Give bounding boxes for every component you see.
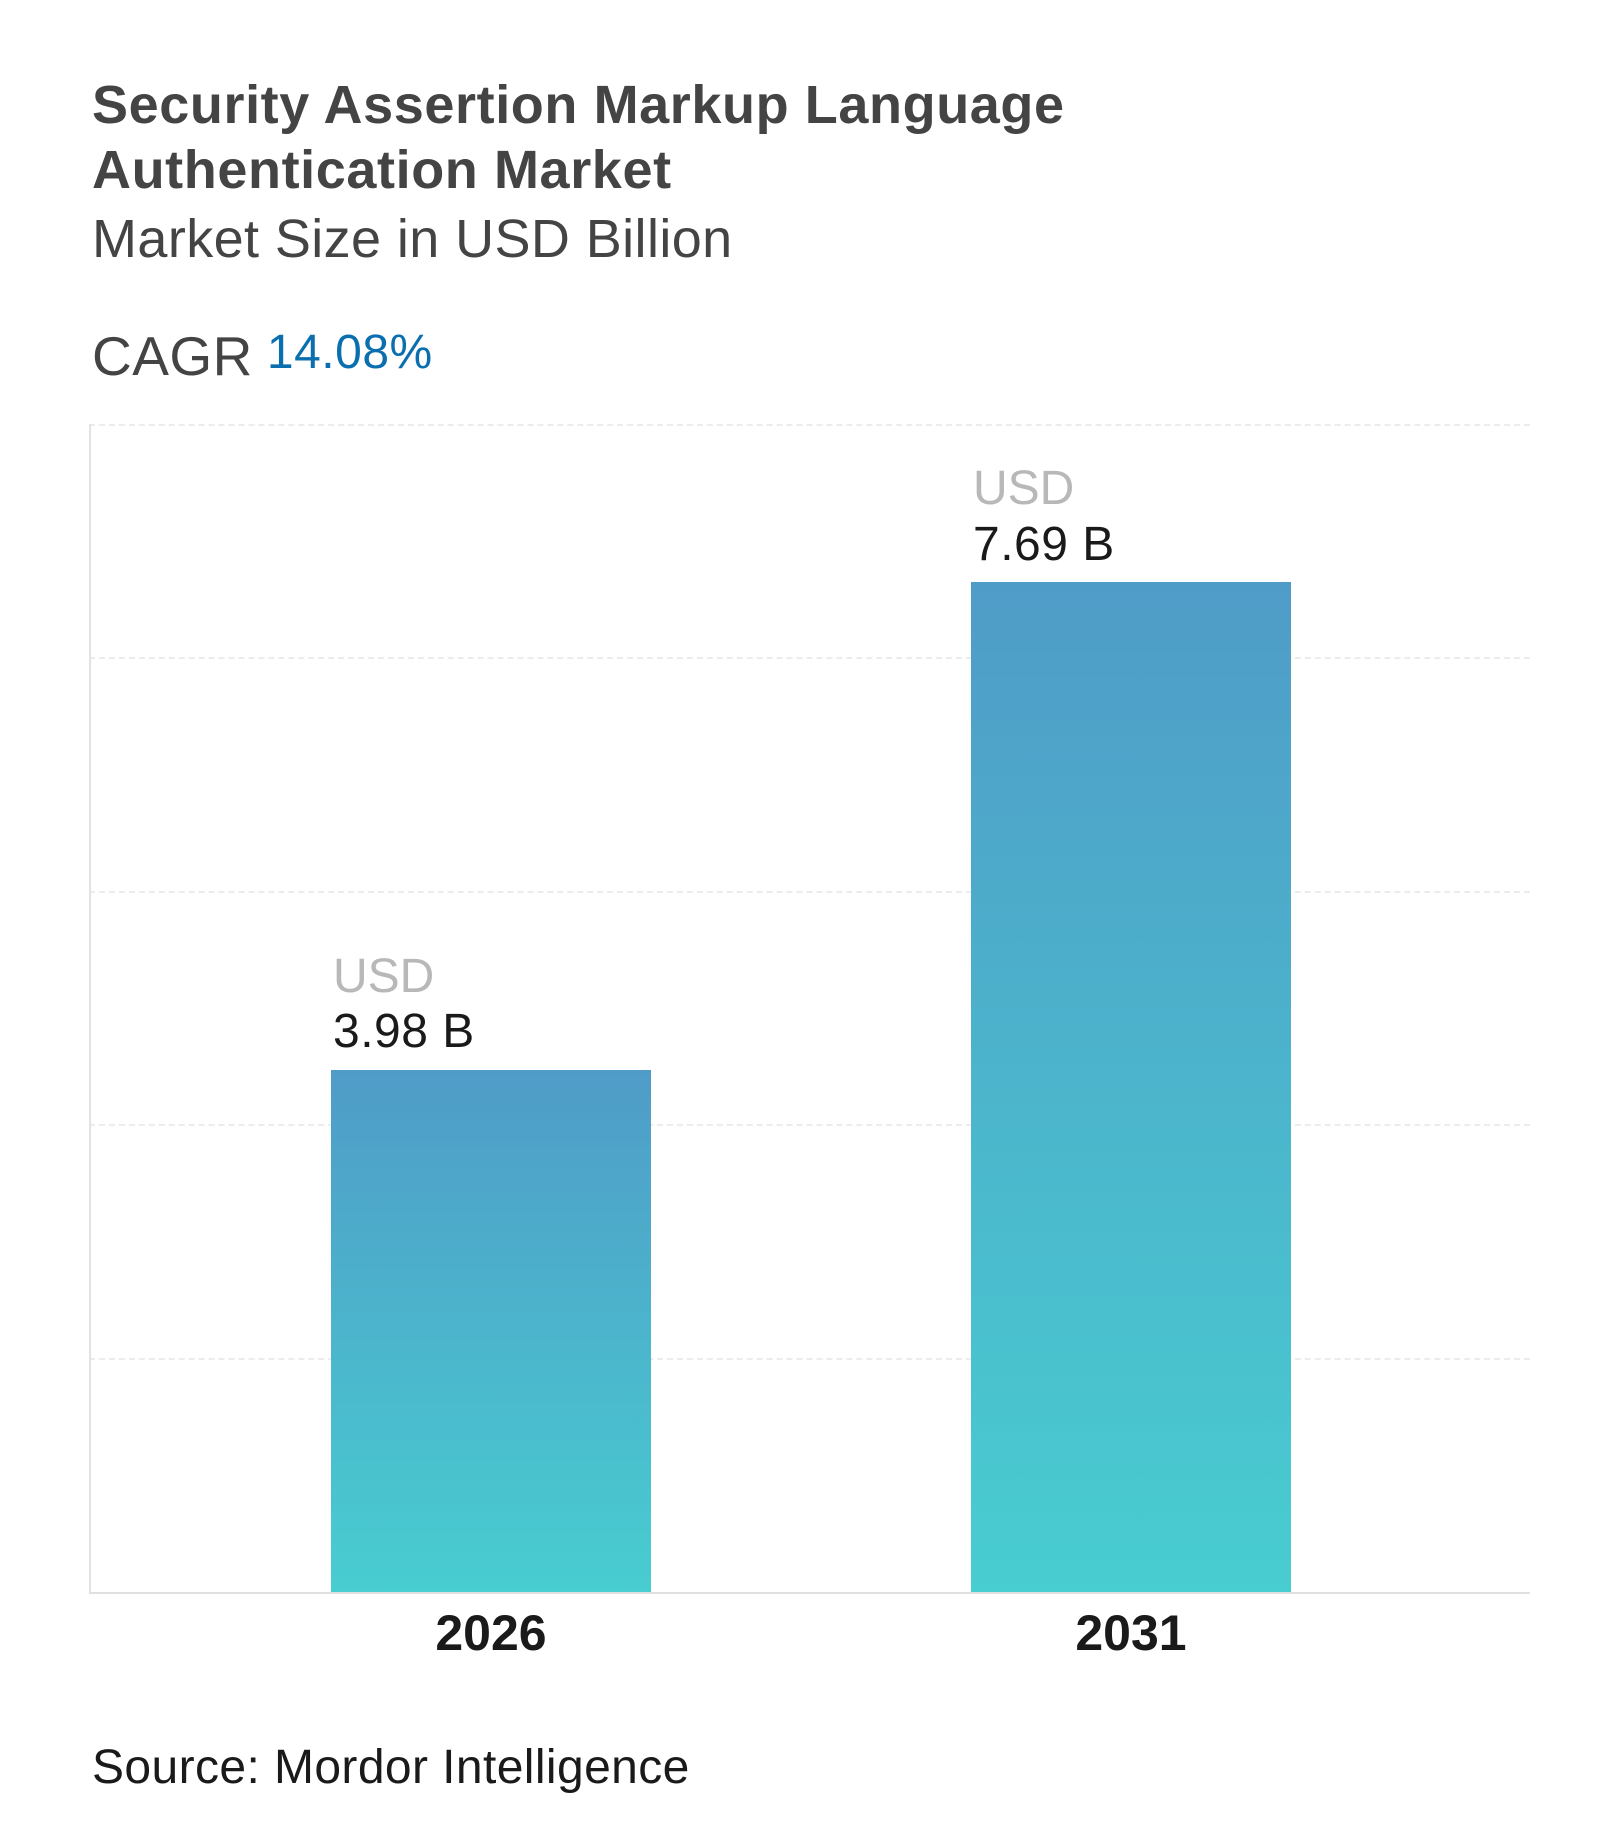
cagr-value: 14.08% xyxy=(266,326,433,379)
bar-2031 xyxy=(971,582,1291,1592)
cagr-label: CAGR xyxy=(92,325,253,387)
x-tick-label: 2026 xyxy=(435,1605,547,1661)
bar-2026 xyxy=(331,1070,651,1592)
bar-currency-label: USD xyxy=(333,950,435,1003)
bar-currency-label: USD xyxy=(973,462,1075,515)
chart-subtitle: Market Size in USD Billion xyxy=(92,209,733,269)
chart-title-line-2: Authentication Market xyxy=(92,140,672,200)
gridline xyxy=(89,424,1530,426)
chart-title-line-1: Security Assertion Markup Language xyxy=(92,75,1065,135)
bar-value-label: 7.69 B xyxy=(973,518,1115,571)
gridline xyxy=(89,1124,1530,1126)
gridline xyxy=(89,891,1530,893)
bar-value-label: 3.98 B xyxy=(333,1005,475,1058)
cagr-row: CAGR 14.08% xyxy=(92,329,432,384)
x-tick-label: 2031 xyxy=(1075,1605,1187,1661)
plot-area: USD 3.98 B USD 7.69 B 2026 2031 xyxy=(89,424,1530,1658)
source-note: Source: Mordor Intelligence xyxy=(92,1741,690,1794)
gridline xyxy=(89,1358,1530,1360)
x-axis-line xyxy=(89,1592,1530,1594)
y-axis-line xyxy=(89,424,91,1594)
gridline xyxy=(89,657,1530,659)
